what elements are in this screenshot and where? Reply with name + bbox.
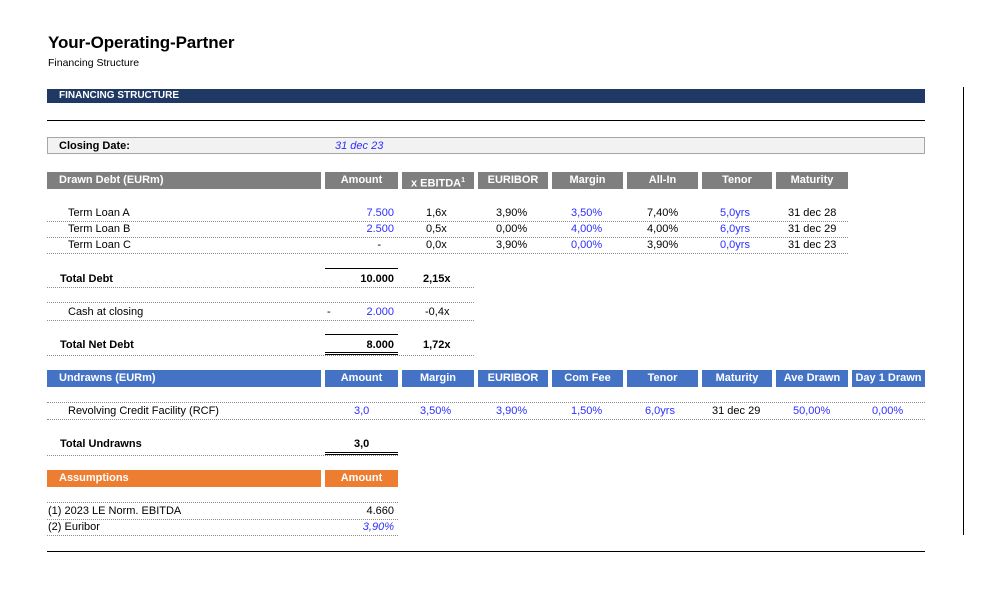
row-divider — [47, 302, 474, 303]
loan-amount[interactable]: 7.500 — [366, 207, 394, 219]
col-euribor-header: EURIBOR — [478, 172, 548, 189]
loan-allin: 7,40% — [647, 207, 679, 219]
closing-date-label: Closing Date: — [59, 140, 130, 152]
divider — [47, 551, 925, 552]
page-border — [963, 87, 964, 535]
rcf-day1-drawn[interactable]: 0,00% — [872, 405, 904, 417]
loan-maturity: 31 dec 28 — [788, 207, 837, 219]
col-tenor-header: Tenor — [627, 370, 698, 387]
undrawns-header: Undrawns (EURm) — [47, 370, 321, 387]
row-divider — [47, 287, 474, 288]
net-debt-amount: 8.000 — [366, 339, 394, 351]
loan-amount[interactable]: 2.500 — [366, 223, 394, 235]
col-euribor-header: EURIBOR — [478, 370, 548, 387]
total-debt-amount: 10.000 — [360, 273, 394, 285]
row-divider — [47, 402, 925, 403]
cash-ebitda: -0,4x — [425, 306, 450, 318]
loan-ebitda: 0,5x — [426, 223, 447, 235]
page-subtitle: Financing Structure — [48, 57, 140, 69]
col-margin-header: Margin — [402, 370, 474, 387]
col-margin-header: Margin — [552, 172, 623, 189]
rcf-comfee[interactable]: 1,50% — [571, 405, 603, 417]
rcf-tenor[interactable]: 6,0yrs — [645, 405, 675, 417]
loan-margin[interactable]: 4,00% — [571, 223, 603, 235]
total-debt-ebitda: 2,15x — [423, 273, 451, 285]
rcf-ave-drawn[interactable]: 50,00% — [793, 405, 831, 417]
loan-maturity: 31 dec 29 — [788, 223, 837, 235]
double-underline — [325, 452, 398, 453]
closing-date-row — [47, 137, 925, 154]
loan-allin: 4,00% — [647, 223, 679, 235]
row-divider — [47, 455, 398, 456]
rcf-amount[interactable]: 3,0 — [354, 405, 370, 417]
loan-margin[interactable]: 3,50% — [571, 207, 603, 219]
loan-name: Term Loan A — [68, 207, 130, 219]
row-divider — [47, 355, 474, 356]
row-divider — [47, 320, 474, 321]
col-ave-drawn-header: Ave Drawn — [776, 370, 848, 387]
loan-tenor[interactable]: 5,0yrs — [720, 207, 750, 219]
loan-allin: 3,90% — [647, 239, 679, 251]
total-debt-label: Total Debt — [60, 273, 113, 285]
loan-margin[interactable]: 0,00% — [571, 239, 603, 251]
row-divider — [47, 253, 848, 254]
loan-name: Term Loan C — [68, 239, 131, 251]
col-amount-header: Amount — [325, 172, 398, 189]
assumption-label: (1) 2023 LE Norm. EBITDA — [48, 505, 182, 517]
row-divider — [47, 237, 848, 238]
row-divider — [47, 221, 848, 222]
col-allin-header: All-In — [627, 172, 698, 189]
assumption-value[interactable]: 4.660 — [366, 505, 394, 517]
net-debt-ebitda: 1,72x — [423, 339, 451, 351]
row-divider — [47, 519, 398, 520]
divider — [47, 120, 925, 121]
row-divider — [47, 419, 925, 420]
loan-euribor: 0,00% — [496, 223, 528, 235]
assumption-label: (2) Euribor — [48, 521, 100, 533]
cash-amount[interactable]: 2.000 — [366, 306, 394, 318]
assumptions-header: Assumptions — [47, 470, 321, 487]
row-divider — [47, 535, 398, 536]
col-maturity-header: Maturity — [702, 370, 772, 387]
loan-tenor[interactable]: 6,0yrs — [720, 223, 750, 235]
col-comfee-header: Com Fee — [552, 370, 623, 387]
loan-maturity: 31 dec 23 — [788, 239, 837, 251]
page-title: Your-Operating-Partner — [48, 33, 235, 52]
col-tenor-header: Tenor — [702, 172, 772, 189]
row-divider — [47, 502, 398, 503]
col-amount-header: Amount — [325, 370, 398, 387]
col-amount-header: Amount — [325, 470, 398, 487]
double-underline — [325, 354, 398, 355]
loan-name: Term Loan B — [68, 223, 131, 235]
loan-ebitda: 1,6x — [426, 207, 447, 219]
loan-tenor[interactable]: 0,0yrs — [720, 239, 750, 251]
sum-line — [325, 268, 398, 269]
section-banner: FINANCING STRUCTURE — [47, 89, 925, 103]
col-ebitda-header: x EBITDA1 — [402, 172, 474, 190]
double-underline — [325, 352, 398, 353]
loan-ebitda: 0,0x — [426, 239, 447, 251]
double-underline — [325, 454, 398, 455]
col-maturity-header: Maturity — [776, 172, 848, 189]
drawn-debt-header: Drawn Debt (EURm) — [47, 172, 321, 189]
loan-euribor: 3,90% — [496, 207, 528, 219]
net-debt-label: Total Net Debt — [60, 339, 134, 351]
cash-label: Cash at closing — [68, 306, 144, 318]
rcf-maturity: 31 dec 29 — [712, 405, 761, 417]
total-undrawns-amount: 3,0 — [354, 438, 370, 450]
cash-sign: - — [327, 306, 331, 318]
rcf-name: Revolving Credit Facility (RCF) — [68, 405, 219, 417]
rcf-margin[interactable]: 3,50% — [420, 405, 452, 417]
loan-euribor: 3,90% — [496, 239, 528, 251]
sum-line — [325, 334, 398, 335]
closing-date-value[interactable]: 31 dec 23 — [335, 140, 384, 152]
total-undrawns-label: Total Undrawns — [60, 438, 142, 450]
loan-amount[interactable]: - — [377, 239, 381, 251]
assumption-value[interactable]: 3,90% — [362, 521, 394, 533]
col-day1-drawn-header: Day 1 Drawn — [852, 370, 925, 387]
rcf-euribor[interactable]: 3,90% — [496, 405, 528, 417]
